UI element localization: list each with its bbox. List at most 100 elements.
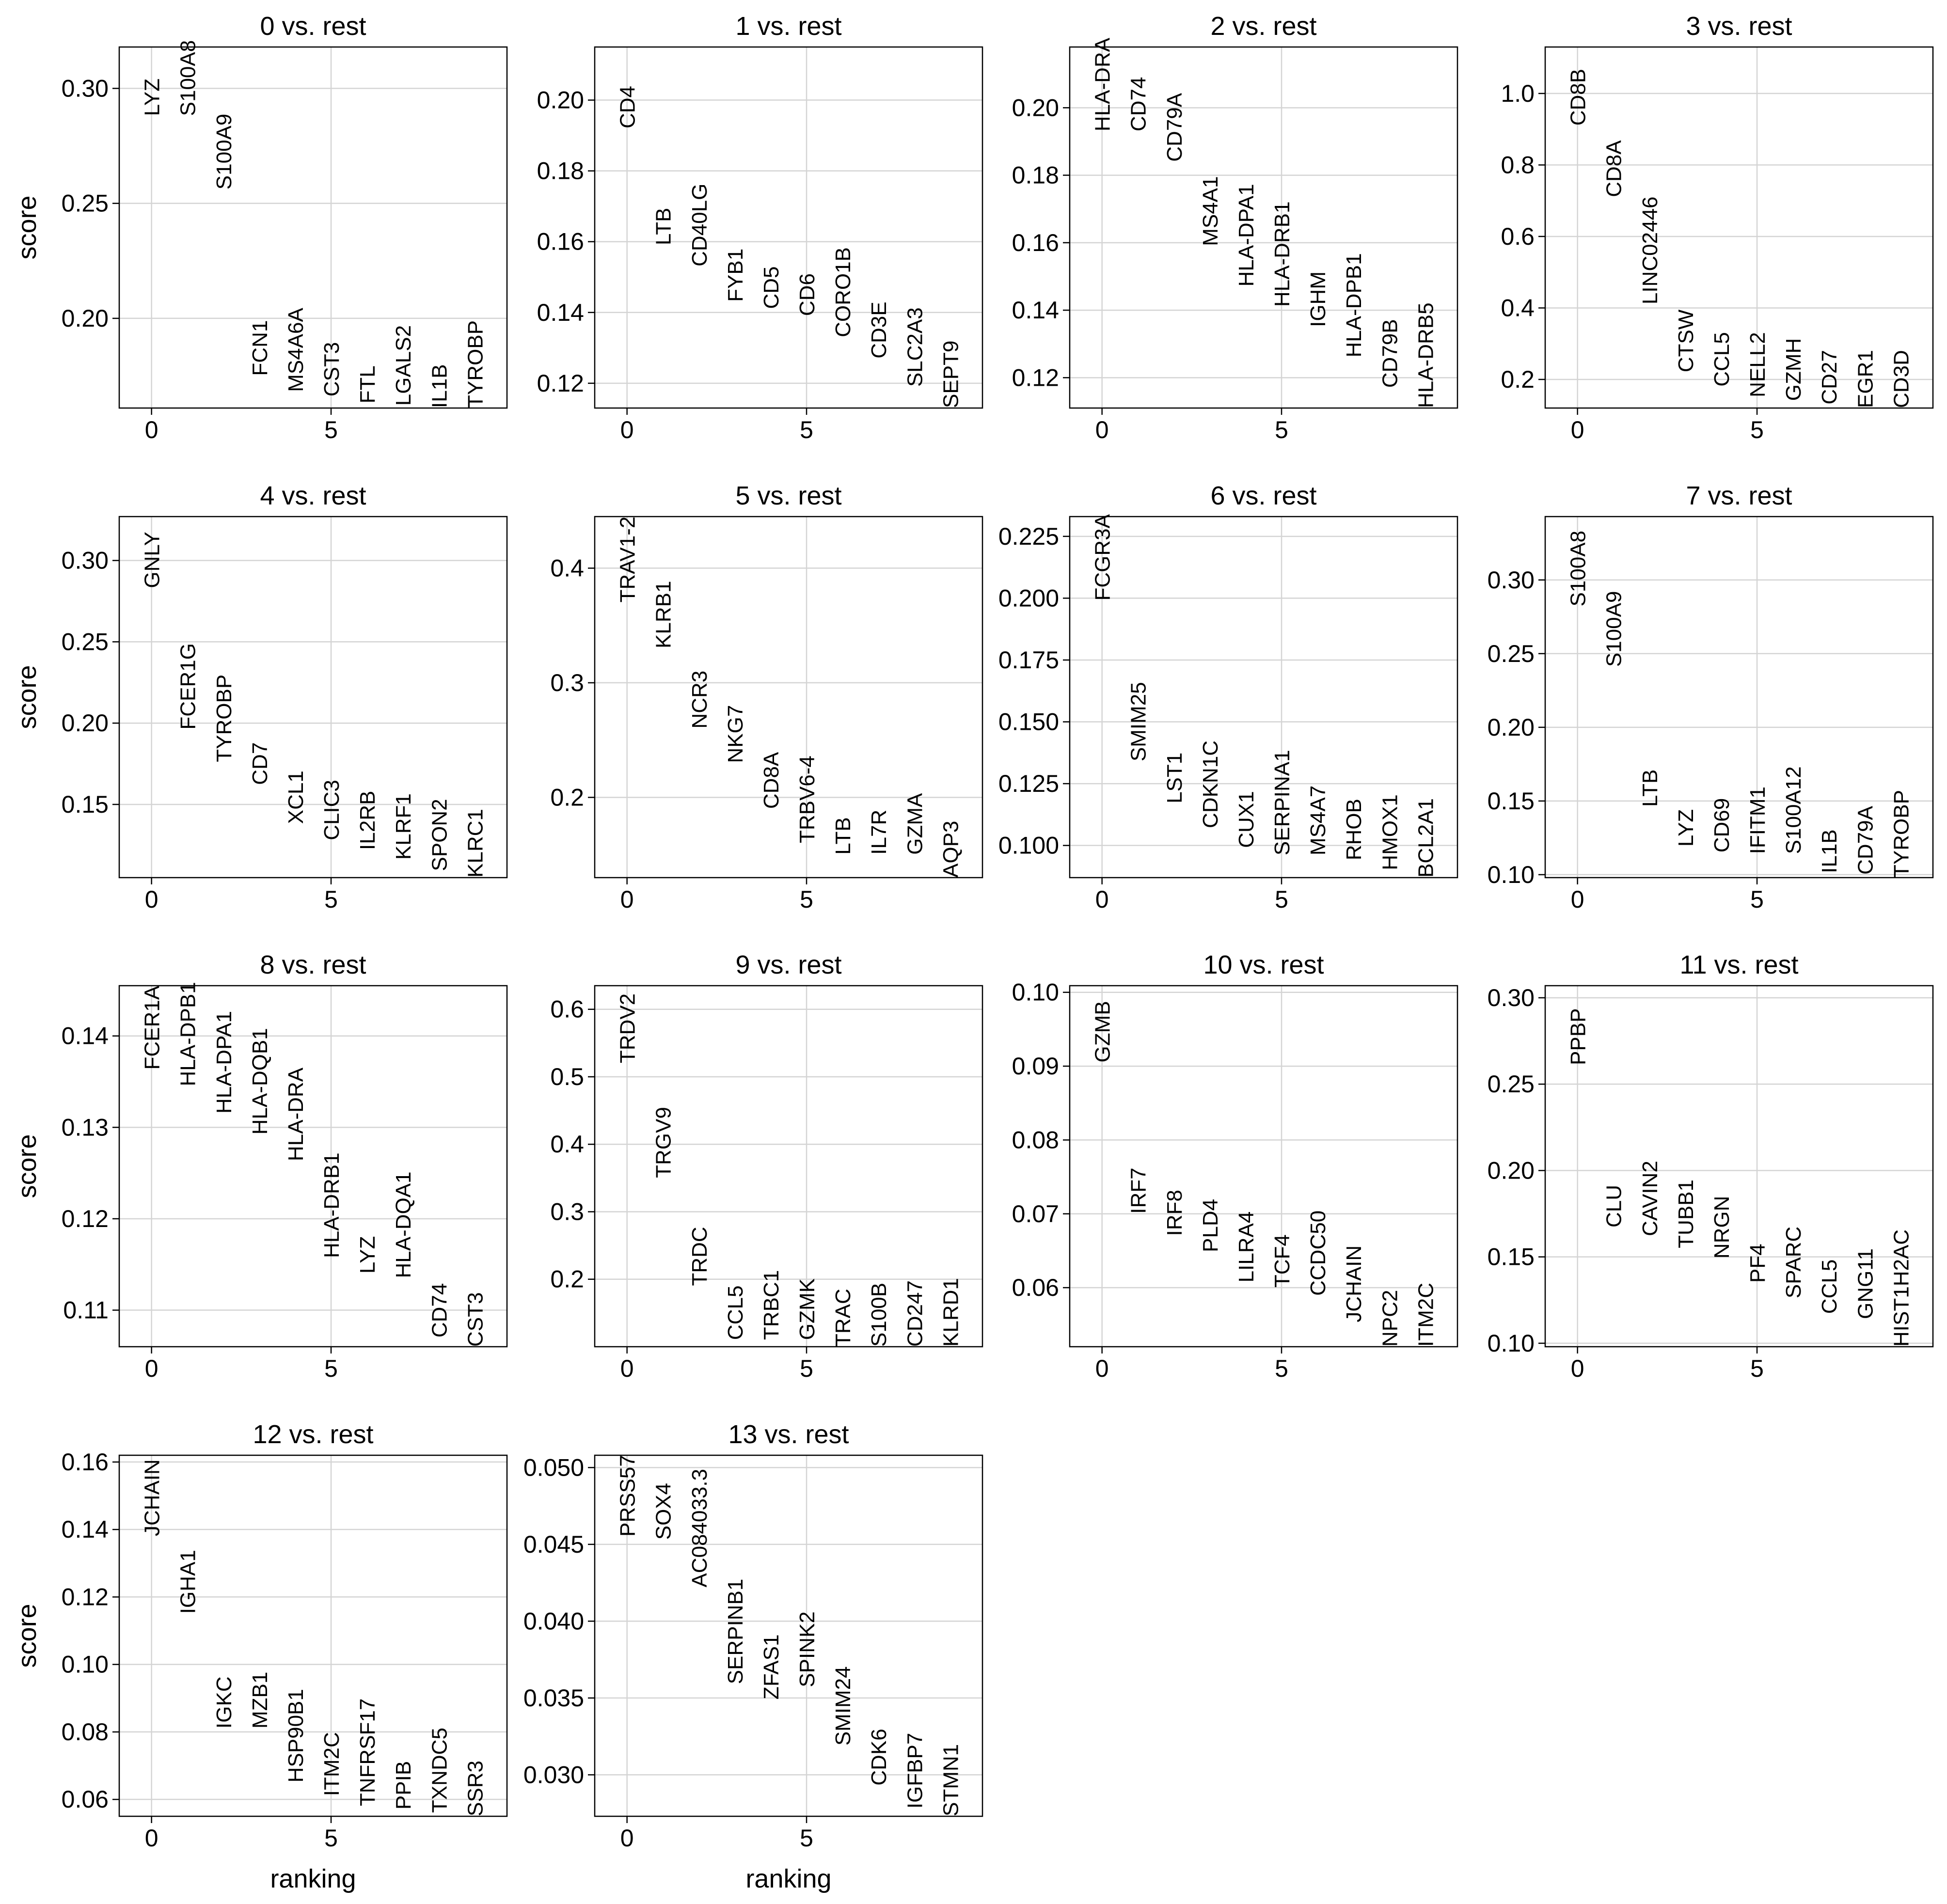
gene-label: NCR3 xyxy=(688,671,712,729)
y-tick-label: 0.20 xyxy=(537,87,584,114)
plot-frame xyxy=(1544,985,1934,1348)
y-tick-label: 0.125 xyxy=(998,770,1059,797)
gene-label: STMN1 xyxy=(939,1744,963,1816)
y-tick-label: 0.08 xyxy=(1012,1126,1059,1153)
x-tick-label: 5 xyxy=(1275,1355,1288,1382)
x-tick-label: 0 xyxy=(1571,886,1584,913)
gene-label: CDKN1C xyxy=(1199,740,1222,828)
gene-label: HSP90B1 xyxy=(284,1689,308,1782)
y-tick-label: 0.16 xyxy=(62,1448,109,1476)
panel-title: 10 vs. rest xyxy=(1203,950,1324,979)
panel-title: 9 vs. rest xyxy=(735,950,841,979)
gene-label: AQP3 xyxy=(939,821,963,878)
gene-label: FCGR3A xyxy=(1091,514,1115,600)
gene-label: CD69 xyxy=(1710,798,1734,853)
y-tick-label: 0.25 xyxy=(62,190,109,217)
y-tick-label: 0.040 xyxy=(523,1607,584,1635)
gene-label: TRDC xyxy=(688,1227,712,1286)
y-tick-label: 0.15 xyxy=(62,791,109,818)
gene-label: PLD4 xyxy=(1199,1199,1222,1252)
gene-label: HIST1H2AC xyxy=(1889,1229,1913,1347)
gene-label: HLA-DPA1 xyxy=(212,1011,236,1114)
gene-label: SMIM25 xyxy=(1127,682,1151,761)
panel-title: 4 vs. rest xyxy=(260,481,366,510)
gene-label: FCN1 xyxy=(248,320,272,376)
panel-8: FCER1A HLA-DPB1 HLA-DPA1 HLA-DQB1 HLA-DRA HLA… xyxy=(13,950,508,1382)
y-axis-label: score xyxy=(13,195,42,259)
panel-title: 7 vs. rest xyxy=(1686,481,1792,510)
gene-label: CD8A xyxy=(760,752,783,809)
gene-label: XCL1 xyxy=(284,771,308,824)
y-tick-label: 0.25 xyxy=(1488,1070,1535,1098)
gene-label: CD3E xyxy=(867,301,891,358)
gene-label: MS4A6A xyxy=(284,307,308,392)
panel-9: TRDV2 TRGV9 TRDC CCL5 TRBC1 GZMK TRAC S100B CD24… xyxy=(550,950,983,1382)
y-tick-label: 0.4 xyxy=(1501,294,1535,321)
gene-label: TNFRSF17 xyxy=(356,1699,380,1806)
gene-label: CUX1 xyxy=(1235,791,1258,848)
gene-label: PPIB xyxy=(392,1761,415,1810)
x-tick-label: 0 xyxy=(1571,416,1584,443)
gene-label: IL1B xyxy=(427,364,451,408)
gene-label: CD6 xyxy=(795,273,819,316)
gene-label: NRGN xyxy=(1710,1196,1734,1259)
y-tick-label: 0.175 xyxy=(998,646,1059,674)
plot-frame xyxy=(1069,516,1458,879)
panel-4: GNLY FCER1G TYROBP CD7 XCL1 CLIC3 IL2RB KLRF1 SP… xyxy=(13,481,508,913)
gene-label: TRAV1-2 xyxy=(616,517,640,603)
gene-label: LINC02446 xyxy=(1638,196,1662,304)
y-tick-label: 0.20 xyxy=(62,305,109,332)
gene-label: TRAC xyxy=(831,1289,855,1347)
gene-label: PF4 xyxy=(1746,1243,1770,1283)
gene-label: CORO1B xyxy=(831,247,855,337)
plot-frame xyxy=(1544,46,1934,409)
y-tick-label: 1.0 xyxy=(1501,80,1535,107)
gene-label: HLA-DQB1 xyxy=(248,1028,272,1134)
gene-label: IGKC xyxy=(212,1676,236,1729)
y-tick-label: 0.06 xyxy=(62,1786,109,1813)
panel-title: 11 vs. rest xyxy=(1679,950,1798,979)
y-tick-label: 0.035 xyxy=(523,1684,584,1712)
y-tick-label: 0.14 xyxy=(537,299,584,326)
plot-frame xyxy=(594,516,983,879)
gene-label: PPBP xyxy=(1567,1008,1590,1065)
gene-label: S100A9 xyxy=(212,114,236,190)
y-tick-label: 0.3 xyxy=(550,669,584,696)
gene-label: EGR1 xyxy=(1853,350,1877,408)
gene-label: PRSS57 xyxy=(616,1455,640,1537)
gene-label: S100A8 xyxy=(176,40,200,116)
y-tick-label: 0.225 xyxy=(998,523,1059,550)
gene-label: IFITM1 xyxy=(1746,787,1770,854)
gene-label: CD8A xyxy=(1602,140,1626,197)
gene-label: ITM2C xyxy=(1414,1283,1438,1347)
y-tick-label: 0.14 xyxy=(1012,297,1059,324)
gene-label: NPC2 xyxy=(1378,1290,1402,1347)
gene-label: HLA-DPB1 xyxy=(1342,253,1366,357)
gene-label: MZB1 xyxy=(248,1672,272,1729)
y-tick-label: 0.6 xyxy=(550,996,584,1023)
gene-label: TRGV9 xyxy=(652,1107,676,1178)
gene-label: LYZ xyxy=(141,79,164,116)
gene-label: CD79B xyxy=(1378,319,1402,388)
y-tick-label: 0.4 xyxy=(550,554,584,582)
x-tick-label: 0 xyxy=(1095,1355,1109,1382)
y-tick-label: 0.25 xyxy=(1488,640,1535,667)
gene-label: TRBV6-4 xyxy=(795,755,819,843)
y-tick-label: 0.13 xyxy=(62,1114,109,1141)
gene-label: S100A9 xyxy=(1602,591,1626,667)
y-tick-label: 0.30 xyxy=(62,547,109,574)
gene-label: SSR3 xyxy=(463,1761,487,1816)
gene-label: CLIC3 xyxy=(320,780,344,840)
y-axis-label: score xyxy=(13,1134,42,1198)
panel-title: 5 vs. rest xyxy=(735,481,841,510)
gene-label: CST3 xyxy=(463,1292,487,1347)
gene-label: IL7R xyxy=(867,810,891,855)
x-tick-label: 5 xyxy=(1750,1355,1764,1382)
gene-label: CLU xyxy=(1602,1185,1626,1227)
y-tick-label: 0.030 xyxy=(523,1761,584,1788)
x-tick-label: 5 xyxy=(800,416,813,443)
x-tick-label: 0 xyxy=(620,1355,634,1382)
y-tick-label: 0.12 xyxy=(62,1583,109,1610)
gene-label: JCHAIN xyxy=(141,1459,164,1536)
